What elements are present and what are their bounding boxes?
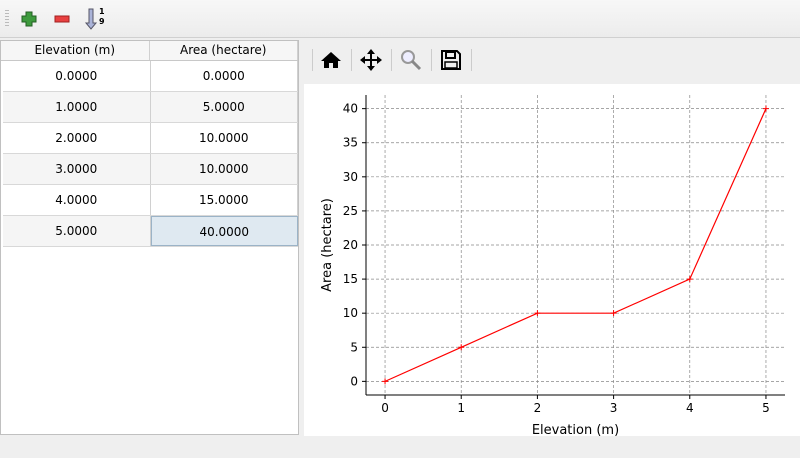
table-row[interactable]: 2.0000 10.0000	[3, 123, 298, 154]
data-point	[534, 310, 541, 317]
cell[interactable]: 0.0000	[3, 61, 151, 91]
cell[interactable]: 5.0000	[151, 92, 298, 122]
separator	[391, 49, 392, 71]
toolbar-grip[interactable]	[5, 10, 9, 28]
add-row-button[interactable]	[17, 7, 41, 31]
table-row[interactable]: 5.0000 40.0000	[3, 216, 298, 247]
y-tick-label: 30	[343, 170, 358, 184]
x-tick-label: 2	[534, 401, 542, 415]
zoom-icon	[401, 50, 422, 71]
data-point	[610, 310, 617, 317]
save-button[interactable]	[437, 46, 465, 74]
y-tick-label: 35	[343, 136, 358, 150]
sort-glyph-bottom: 9	[99, 17, 105, 26]
y-axis-label: Area (hectare)	[320, 198, 335, 292]
zoom-button[interactable]	[397, 46, 425, 74]
data-point	[686, 276, 693, 283]
plot-toolbar	[304, 40, 800, 80]
separator	[431, 49, 432, 71]
x-tick-label: 1	[457, 401, 465, 415]
x-tick-label: 3	[610, 401, 618, 415]
separator	[312, 49, 313, 71]
status-bar	[0, 436, 800, 458]
separator	[471, 49, 472, 71]
cell[interactable]: 1.0000	[3, 92, 151, 122]
sort-glyph-top: 1	[99, 7, 105, 16]
pan-icon	[360, 49, 382, 71]
cell[interactable]: 15.0000	[151, 185, 298, 215]
column-header-elevation[interactable]: Elevation (m)	[1, 41, 150, 60]
table-row[interactable]: 1.0000 5.0000	[3, 92, 298, 123]
line-chart: 0 1 2 3 4 5 0 5 10 15 20 25 30 35 40 Elevation (m) Area …	[320, 95, 785, 438]
data-point	[458, 344, 465, 351]
x-tick-label: 5	[762, 401, 770, 415]
x-axis-label: Elevation (m)	[532, 423, 619, 436]
x-tick-label: 4	[686, 401, 694, 415]
cell[interactable]: 0.0000	[151, 61, 298, 91]
table-row[interactable]: 3.0000 10.0000	[3, 154, 298, 185]
cell[interactable]: 5.0000	[3, 216, 151, 246]
table-row[interactable]: 4.0000 15.0000	[3, 185, 298, 216]
y-tick-label: 25	[343, 204, 358, 218]
table-row[interactable]: 0.0000 0.0000	[3, 61, 298, 92]
x-tick-label: 0	[381, 401, 389, 415]
y-tick-label: 15	[343, 272, 358, 286]
cell[interactable]: 2.0000	[3, 123, 151, 153]
column-header-area[interactable]: Area (hectare)	[150, 41, 298, 60]
y-tick-label: 20	[343, 238, 358, 252]
cell[interactable]: 10.0000	[151, 123, 298, 153]
cell[interactable]: 3.0000	[3, 154, 151, 184]
data-point	[762, 105, 769, 112]
remove-row-button[interactable]	[50, 7, 74, 31]
y-tick-label: 40	[343, 102, 358, 116]
plus-icon	[21, 11, 37, 27]
save-icon	[441, 50, 461, 70]
table-header: Elevation (m) Area (hectare)	[1, 41, 298, 61]
separator	[351, 49, 352, 71]
home-button[interactable]	[317, 46, 345, 74]
data-table[interactable]: Elevation (m) Area (hectare) 0.0000 0.000…	[0, 40, 299, 435]
sort-ascending-icon	[84, 8, 98, 30]
home-icon	[321, 52, 341, 68]
selected-cell[interactable]: 40.0000	[150, 216, 298, 246]
minus-icon	[54, 15, 70, 23]
y-tick-label: 5	[350, 340, 358, 354]
cell[interactable]: 10.0000	[151, 154, 298, 184]
plot-figure[interactable]: 0 1 2 3 4 5 0 5 10 15 20 25 30 35 40 Elevation (m) Area …	[304, 84, 800, 438]
data-line	[384, 108, 767, 382]
y-tick-label: 10	[343, 306, 358, 320]
cell[interactable]: 4.0000	[3, 185, 151, 215]
pan-button[interactable]	[357, 46, 385, 74]
data-point	[382, 378, 389, 385]
y-tick-label: 0	[350, 374, 358, 388]
